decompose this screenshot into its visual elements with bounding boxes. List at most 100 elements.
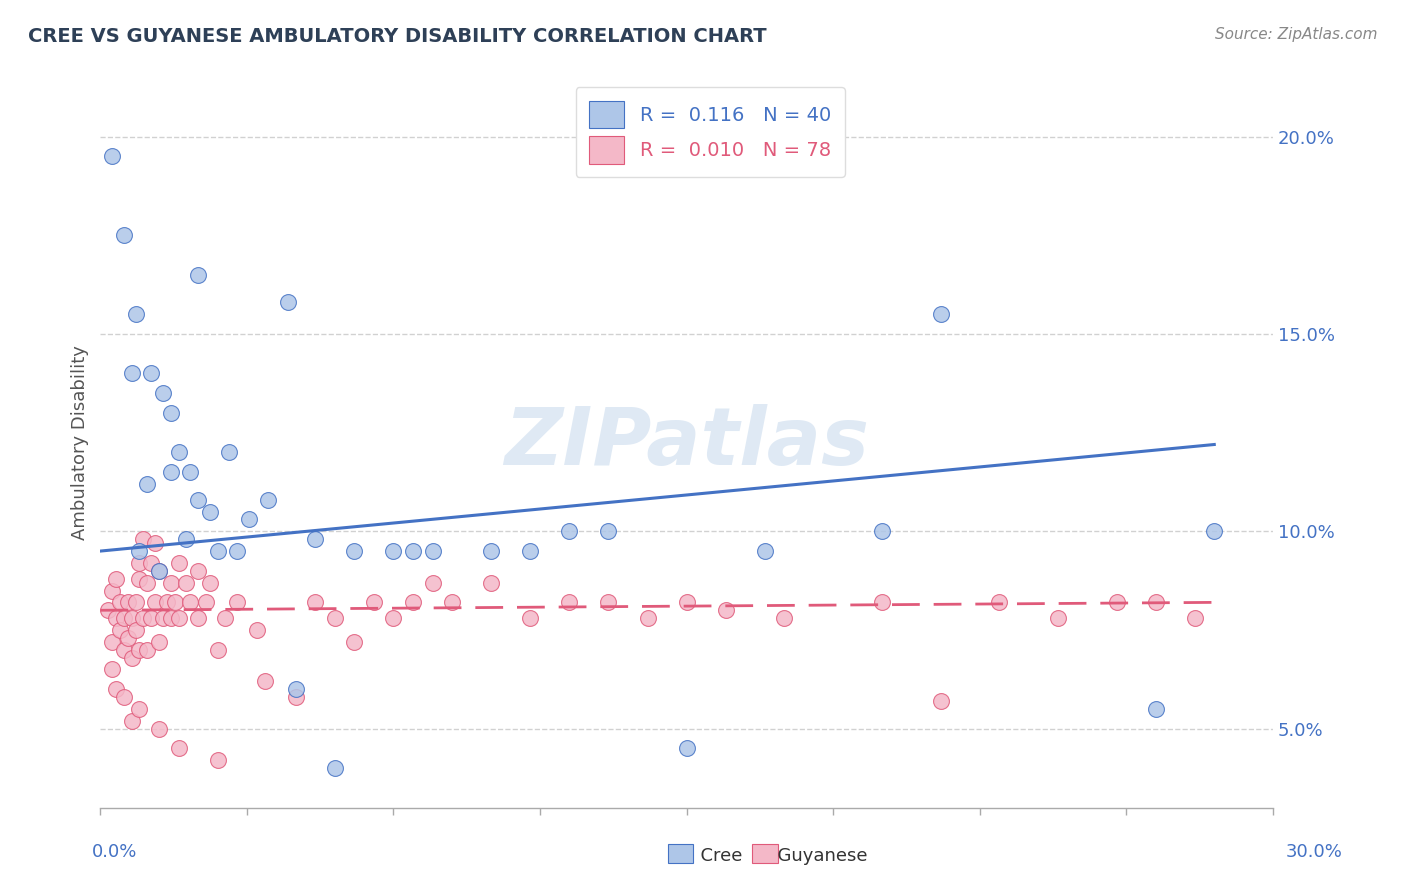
Point (112, 611, 135, 625)
Point (382, 544, 405, 558)
Point (870, 524, 893, 539)
Point (101, 663, 124, 677)
Point (132, 611, 155, 625)
Point (124, 595, 146, 609)
Point (253, 674, 276, 689)
Point (323, 761, 346, 775)
Point (382, 611, 405, 625)
Point (108, 595, 131, 609)
Y-axis label: Ambulatory Disability: Ambulatory Disability (72, 345, 89, 540)
Point (179, 465, 201, 479)
Point (121, 650, 143, 665)
Point (1144, 595, 1167, 609)
Point (143, 595, 166, 609)
Point (226, 595, 249, 609)
Point (198, 575, 221, 590)
Text: 30.0%: 30.0% (1286, 843, 1343, 861)
Point (141, 367, 163, 381)
Point (1144, 702, 1167, 716)
Point (152, 386, 174, 401)
Point (136, 575, 159, 590)
Point (284, 690, 307, 705)
Point (179, 595, 201, 609)
Point (277, 295, 299, 310)
Point (207, 753, 229, 767)
Point (112, 642, 135, 657)
Point (124, 623, 146, 637)
Point (422, 575, 444, 590)
Point (121, 714, 143, 728)
Point (304, 533, 326, 547)
Point (929, 307, 952, 321)
Point (870, 595, 893, 609)
Point (167, 556, 190, 570)
Text: Source: ZipAtlas.com: Source: ZipAtlas.com (1215, 27, 1378, 42)
Point (104, 682, 127, 697)
Point (159, 611, 181, 625)
Point (148, 722, 170, 736)
Point (156, 595, 179, 609)
Point (167, 741, 190, 756)
Point (117, 595, 139, 609)
Point (754, 544, 776, 558)
Point (121, 611, 143, 625)
Point (163, 595, 186, 609)
Point (141, 611, 163, 625)
Point (148, 564, 170, 578)
Point (558, 524, 581, 539)
Point (598, 595, 620, 609)
Point (1105, 595, 1128, 609)
Point (257, 492, 280, 507)
Point (101, 583, 124, 598)
Text: CREE VS GUYANESE AMBULATORY DISABILITY CORRELATION CHART: CREE VS GUYANESE AMBULATORY DISABILITY C… (28, 27, 766, 45)
Point (675, 595, 697, 609)
Legend: R =  0.116   N = 40, R =  0.010   N = 78: R = 0.116 N = 40, R = 0.010 N = 78 (575, 87, 845, 178)
Point (519, 611, 541, 625)
Point (128, 572, 150, 586)
Point (246, 623, 269, 637)
Point (132, 533, 155, 547)
Point (136, 477, 159, 491)
Point (167, 445, 190, 459)
Point (101, 635, 124, 649)
Point (402, 544, 425, 558)
Point (218, 445, 240, 459)
Point (124, 307, 146, 321)
Point (187, 492, 209, 507)
Text: 0.0%: 0.0% (91, 843, 136, 861)
Point (141, 556, 163, 570)
Point (108, 623, 131, 637)
Point (112, 228, 135, 243)
Point (929, 694, 952, 708)
Point (143, 536, 166, 550)
Point (441, 595, 464, 609)
Point (637, 611, 659, 625)
Point (402, 595, 425, 609)
Point (128, 544, 150, 558)
Point (101, 149, 124, 163)
Point (479, 544, 502, 558)
Point (167, 611, 190, 625)
Point (1204, 524, 1226, 539)
Point (323, 611, 346, 625)
Point (152, 611, 174, 625)
Point (988, 595, 1011, 609)
Point (128, 702, 150, 716)
Point (198, 505, 221, 519)
Point (148, 635, 170, 649)
Point (422, 544, 444, 558)
Point (675, 741, 697, 756)
Point (176, 533, 198, 547)
Text: ZIPatlas: ZIPatlas (505, 403, 869, 482)
Point (159, 406, 181, 420)
Point (128, 642, 150, 657)
Point (1046, 611, 1069, 625)
Point (343, 544, 366, 558)
Point (598, 524, 620, 539)
Point (121, 367, 143, 381)
Point (226, 544, 249, 558)
Point (207, 642, 229, 657)
Point (117, 631, 139, 645)
Point (207, 544, 229, 558)
Point (97, 603, 120, 617)
